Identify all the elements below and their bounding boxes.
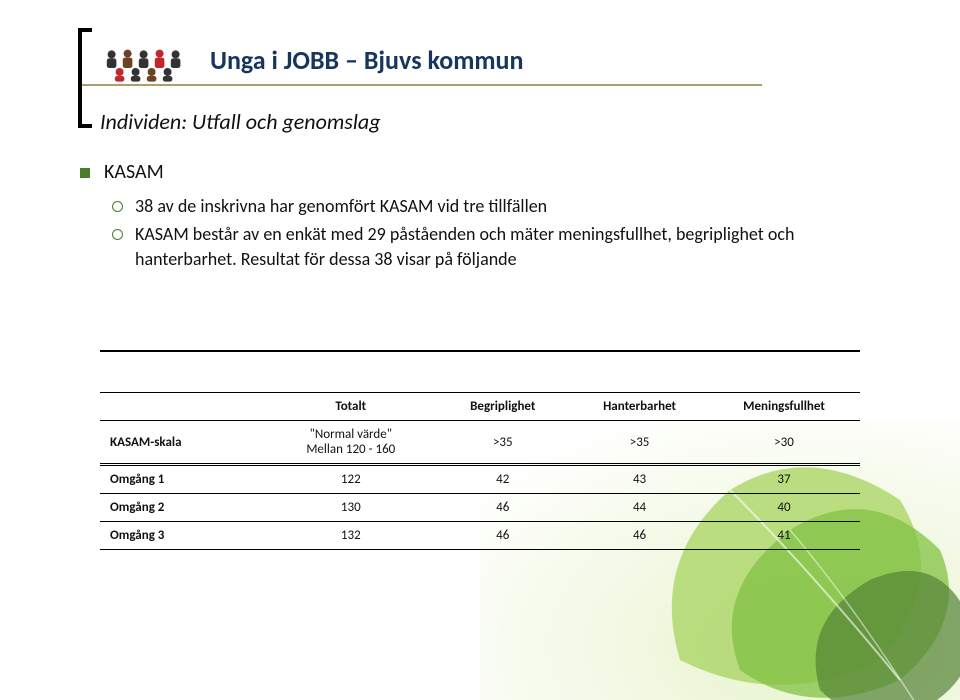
scale-value: >30 xyxy=(708,421,860,465)
bullet-item: KASAM består av en enkät med 29 påståend… xyxy=(112,222,820,271)
scale-row-label: KASAM-skala xyxy=(100,421,267,465)
section-heading-row: KASAM xyxy=(80,160,820,184)
table-row-label: Omgång 3 xyxy=(100,522,267,550)
table-cell: 46 xyxy=(434,522,571,550)
table-cell: 44 xyxy=(571,494,708,522)
title-bracket xyxy=(78,28,82,128)
page-title: Unga i JOBB – Bjuvs kommun xyxy=(210,44,523,80)
table-cell: 132 xyxy=(267,522,434,550)
table-cell: 46 xyxy=(434,494,571,522)
table-header: Totalt xyxy=(267,393,434,421)
table-cell: 41 xyxy=(708,522,860,550)
scale-value: >35 xyxy=(571,421,708,465)
bullet-text: 38 av de inskrivna har genomfört KASAM v… xyxy=(135,194,820,218)
title-bracket-bottom xyxy=(78,124,92,128)
circle-bullet-icon xyxy=(112,229,123,240)
table-cell: 122 xyxy=(267,465,434,494)
circle-bullet-icon xyxy=(112,201,123,212)
scale-value: >35 xyxy=(434,421,571,465)
table-row-label: Omgång 1 xyxy=(100,465,267,494)
table-cell: 130 xyxy=(267,494,434,522)
title-underline xyxy=(82,84,762,86)
table-header: Meningsfullhet xyxy=(708,393,860,421)
section-heading: KASAM xyxy=(104,160,164,184)
scale-note: "Normal värde" Mellan 120 - 160 xyxy=(267,421,434,465)
square-bullet-icon xyxy=(80,168,90,178)
table-row-label: Omgång 2 xyxy=(100,494,267,522)
table-header: Hanterbarhet xyxy=(571,393,708,421)
table-cell: 37 xyxy=(708,465,860,494)
table-cell: 40 xyxy=(708,494,860,522)
bullet-text: KASAM består av en enkät med 29 påståend… xyxy=(135,222,820,271)
kasam-table: Totalt Begriplighet Hanterbarhet Menings… xyxy=(100,350,860,550)
page-subtitle: Individen: Utfall och genomslag xyxy=(100,108,381,135)
table-cell: 43 xyxy=(571,465,708,494)
bullet-item: 38 av de inskrivna har genomfört KASAM v… xyxy=(112,194,820,218)
title-bracket-top xyxy=(78,28,92,32)
table-header xyxy=(100,393,267,421)
table-cell: 42 xyxy=(434,465,571,494)
people-logo-icon xyxy=(102,46,198,82)
table-cell: 46 xyxy=(571,522,708,550)
table-header: Begriplighet xyxy=(434,393,571,421)
